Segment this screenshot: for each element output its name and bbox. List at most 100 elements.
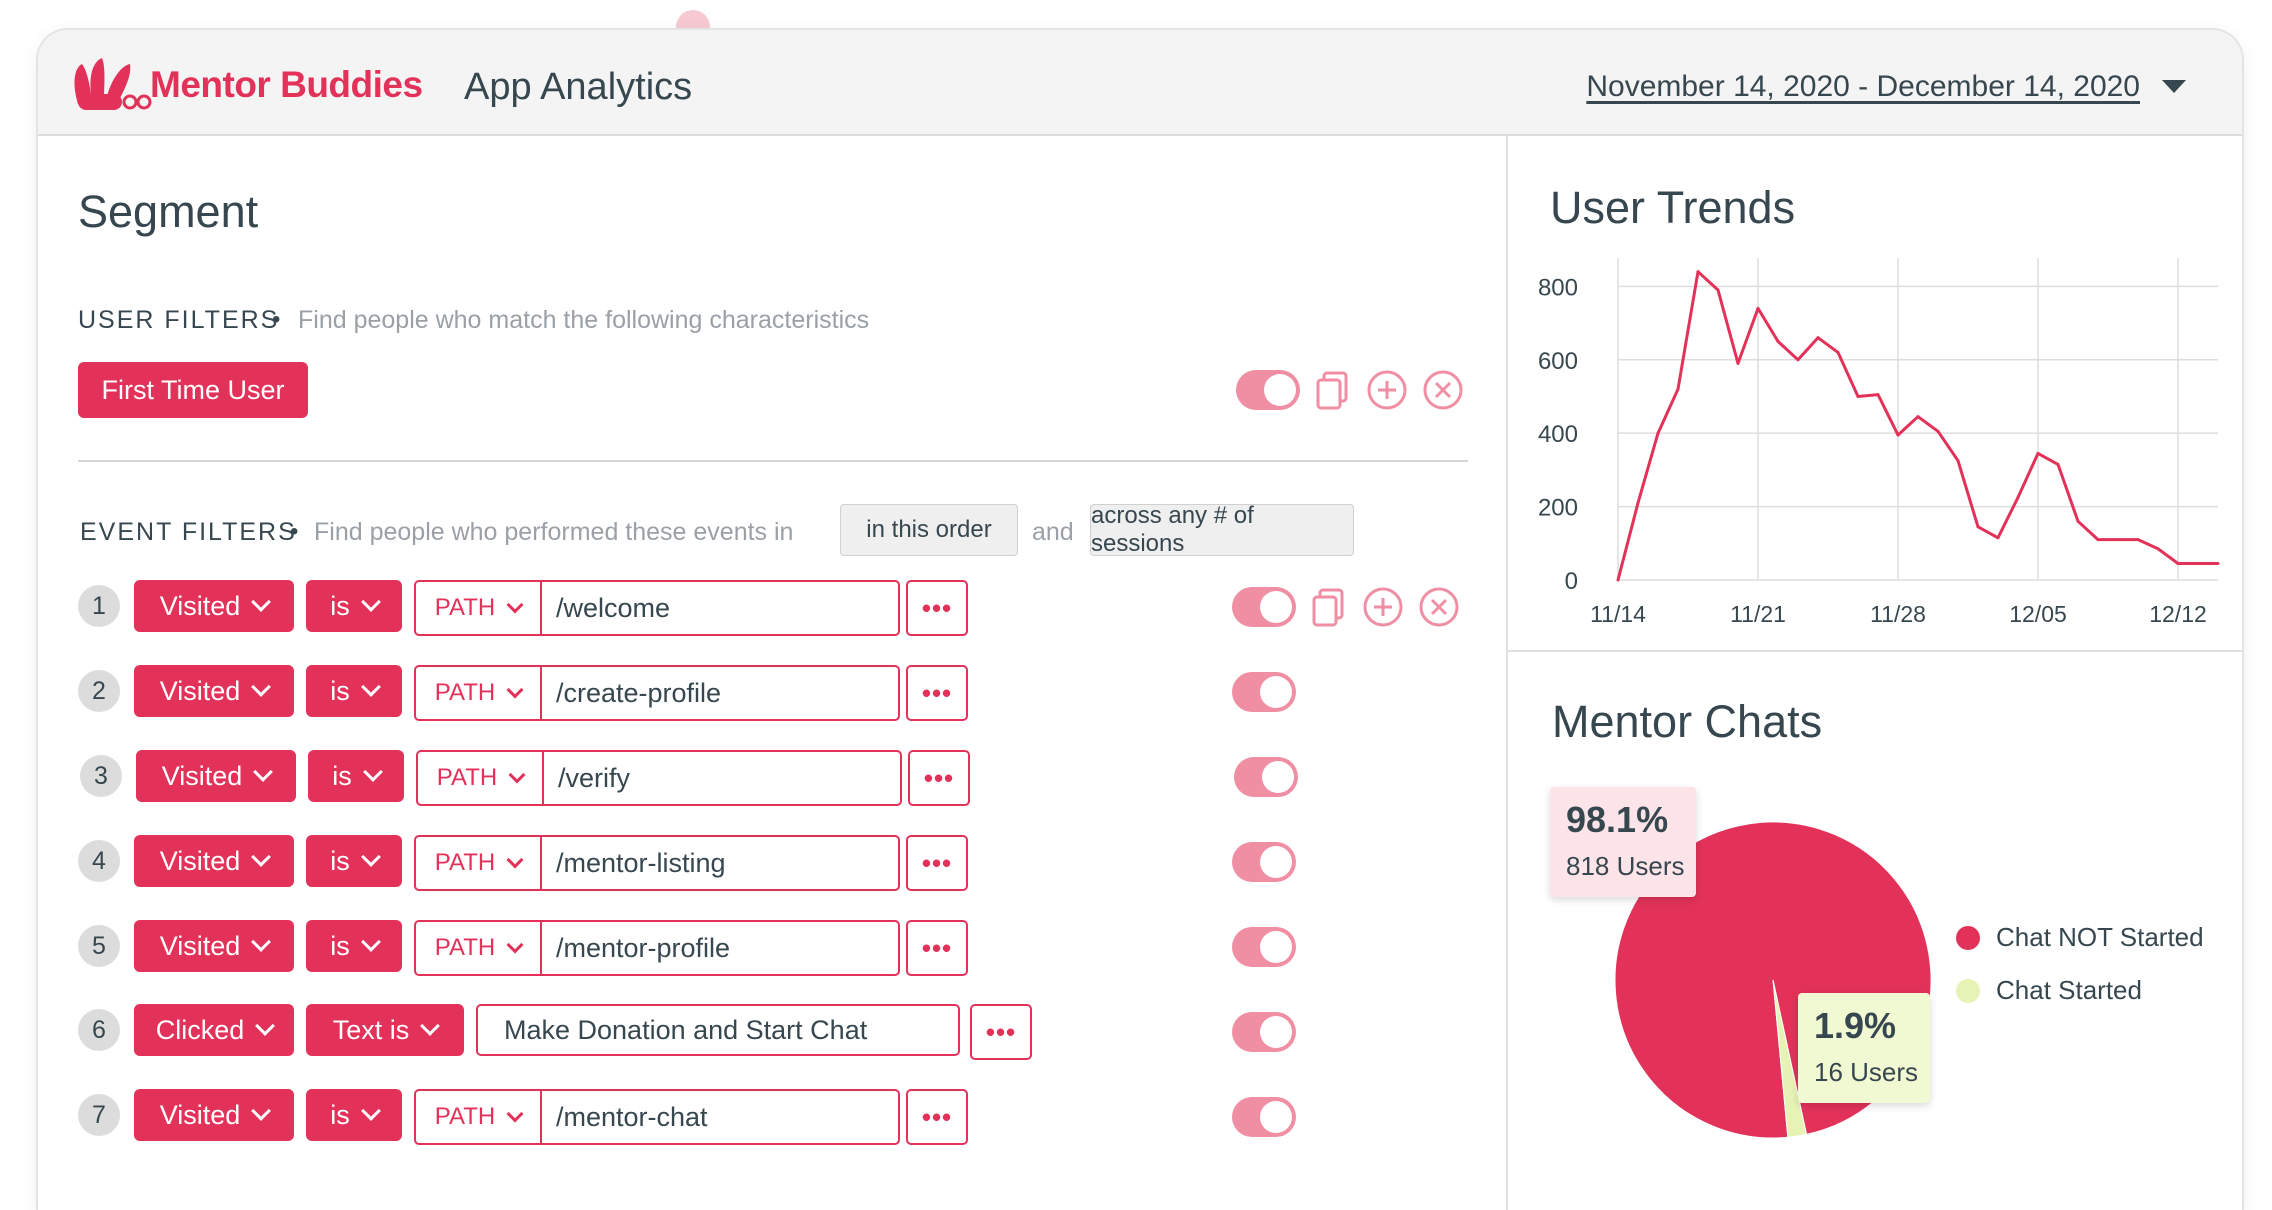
copy-icon[interactable] [1308,586,1350,628]
row-toggle[interactable] [1232,587,1296,627]
row-number: 1 [78,585,120,627]
more-options-button[interactable]: ••• [908,750,970,806]
action-dropdown[interactable]: Visited [134,835,294,887]
row-toggle[interactable] [1234,757,1298,797]
x-tick-label: 11/28 [1870,601,1926,627]
path-field: PATH /welcome [414,580,900,636]
remove-circle-icon[interactable] [1422,369,1464,411]
first-time-user-chip[interactable]: First Time User [78,362,308,418]
more-options-button[interactable]: ••• [906,920,968,976]
row-number: 7 [78,1094,120,1136]
chevron-down-icon [360,932,381,952]
chevron-down-icon [506,1105,524,1123]
callout-users: 818 Users [1566,851,1685,881]
remove-circle-icon[interactable] [1418,586,1460,628]
data-point [1656,431,1660,435]
caret-down-icon[interactable] [2162,80,2186,93]
data-point [1836,350,1840,354]
more-options-button[interactable]: ••• [906,665,968,721]
y-tick-label: 200 [1538,495,1578,522]
path-value-input[interactable]: /mentor-chat [556,1101,708,1132]
data-point [1776,339,1780,343]
path-type-dropdown[interactable]: PATH [418,752,544,804]
path-type-dropdown[interactable]: PATH [416,1091,542,1143]
row-toggle[interactable] [1232,927,1296,967]
chevron-down-icon [506,596,524,614]
data-point [1856,394,1860,398]
more-options-button[interactable]: ••• [970,1004,1032,1060]
data-point [1636,501,1640,505]
y-tick-label: 400 [1538,421,1578,448]
x-tick-label: 12/05 [2009,601,2067,627]
order-pill[interactable]: in this order [840,504,1018,556]
text-value-input[interactable]: Make Donation and Start Chat [476,1004,960,1056]
action-dropdown[interactable]: Visited [134,580,294,632]
action-dropdown[interactable]: Clicked [134,1004,294,1056]
operator-dropdown[interactable]: is [308,750,404,802]
operator-dropdown[interactable]: is [306,1089,402,1141]
chevron-down-icon [360,1101,381,1121]
data-point [1756,306,1760,310]
data-point [1876,393,1880,397]
row-toggle[interactable] [1232,1097,1296,1137]
row-number: 2 [78,670,120,712]
operator-dropdown[interactable]: Text is [306,1004,464,1056]
row-toggle[interactable] [1232,1012,1296,1052]
sessions-pill[interactable]: across any # of sessions [1090,502,1354,557]
path-value-input[interactable]: /welcome [556,592,671,623]
date-range-picker[interactable]: November 14, 2020 - December 14, 2020 [1586,70,2140,103]
more-options-button[interactable]: ••• [906,1089,968,1145]
action-dropdown[interactable]: Visited [134,1089,294,1141]
app-window: Mentor Buddies App Analytics November 14… [38,30,2242,1210]
chevron-down-icon [506,851,524,869]
action-dropdown[interactable]: Visited [134,920,294,972]
event-filters-label: EVENT FILTERS [80,518,297,546]
user-filter-toggle[interactable] [1236,370,1300,410]
chat-started-callout: 1.9% 16 Users [1798,993,1930,1103]
row-number: 4 [78,840,120,882]
path-type-dropdown[interactable]: PATH [416,837,542,889]
path-field: PATH /mentor-listing [414,835,900,891]
user-trends-line-chart: 0 200 400 600 800 11/14 11/21 11/28 12/05 12/12 [1538,258,2220,627]
conjunction-text: and [1032,518,1074,546]
path-value-input[interactable]: /create-profile [556,677,722,708]
path-type-dropdown[interactable]: PATH [416,667,542,719]
more-options-button[interactable]: ••• [906,580,968,636]
action-dropdown[interactable]: Visited [134,665,294,717]
path-field: PATH /verify [416,750,902,806]
chevron-down-icon [420,1016,441,1036]
y-tick-label: 800 [1538,274,1578,301]
operator-dropdown[interactable]: is [306,580,402,632]
row-toggle[interactable] [1232,842,1296,882]
path-type-dropdown[interactable]: PATH [416,582,542,634]
row-toggle[interactable] [1232,672,1296,712]
row-number: 5 [78,925,120,967]
action-dropdown[interactable]: Visited [136,750,296,802]
operator-dropdown[interactable]: is [306,665,402,717]
operator-dropdown[interactable]: is [306,835,402,887]
y-tick-label: 0 [1565,568,1578,595]
callout-users: 16 Users [1814,1057,1919,1087]
chevron-down-icon [360,847,381,867]
add-circle-icon[interactable] [1362,586,1404,628]
add-circle-icon[interactable] [1366,369,1408,411]
data-point [1956,459,1960,463]
path-value-input[interactable]: /mentor-listing [556,847,726,878]
path-value-input[interactable]: /mentor-profile [556,932,731,963]
user-filters-label: USER FILTERS [78,306,280,334]
more-options-button[interactable]: ••• [906,835,968,891]
data-point [1696,270,1700,274]
path-value-input[interactable]: /verify [558,762,631,793]
data-point [1796,358,1800,362]
path-field: PATH /create-profile [414,665,900,721]
copy-icon[interactable] [1312,369,1354,411]
section-divider [78,460,1468,462]
row-number: 3 [80,755,122,797]
row-number: 6 [78,1009,120,1051]
path-type-dropdown[interactable]: PATH [416,922,542,974]
data-point [1716,288,1720,292]
chevron-down-icon [506,681,524,699]
data-point [2096,538,2100,542]
operator-dropdown[interactable]: is [306,920,402,972]
bullet-separator: • [272,306,281,333]
